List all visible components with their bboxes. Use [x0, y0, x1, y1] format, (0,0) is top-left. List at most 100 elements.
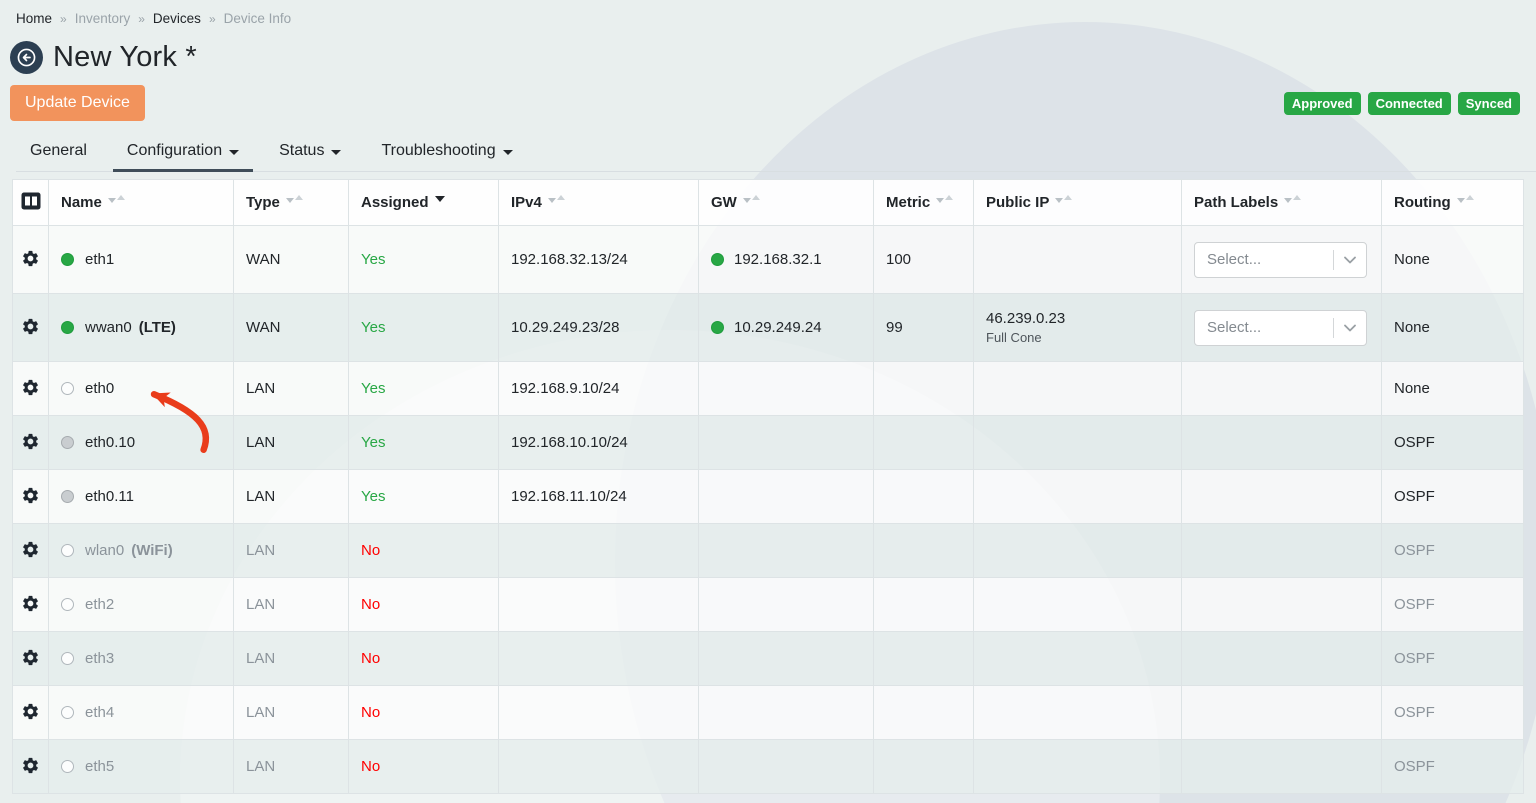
gear-icon[interactable] [19, 646, 43, 670]
select-divider [1333, 249, 1334, 270]
table-row: eth3 LAN No OSPF [12, 631, 1524, 686]
gw-cell: 192.168.32.1 [698, 225, 874, 294]
chevron-down-icon [1334, 256, 1366, 264]
table-row: eth1 WAN Yes 192.168.32.13/24 192.168.32… [12, 225, 1524, 294]
gear-icon[interactable] [19, 430, 43, 454]
gw-cell [698, 361, 874, 416]
header-name[interactable]: Name [48, 179, 234, 226]
interface-status-dot[interactable] [61, 490, 74, 503]
type-cell: LAN [233, 685, 349, 740]
gear-icon[interactable] [19, 592, 43, 616]
gear-icon[interactable] [19, 315, 43, 339]
tab-troubleshooting[interactable]: Troubleshooting [367, 136, 526, 172]
assigned-cell: Yes [348, 415, 499, 470]
routing-cell: None [1381, 293, 1524, 362]
breadcrumb-home[interactable]: Home [16, 11, 53, 26]
tab-general[interactable]: General [16, 136, 101, 172]
gw-cell [698, 631, 874, 686]
interfaces-table: Name Type Assigned IPv4 GW Metric Public… [12, 179, 1524, 794]
header-label: Metric [886, 194, 931, 211]
type-cell: WAN [233, 293, 349, 362]
header-public-ip[interactable]: Public IP [973, 179, 1182, 226]
public-ip-cell [973, 739, 1182, 794]
header-gw[interactable]: GW [698, 179, 874, 226]
table-row: eth0.10 LAN Yes 192.168.10.10/24 OSPF [12, 415, 1524, 470]
chevron-down-icon [1334, 324, 1366, 332]
table-row: eth2 LAN No OSPF [12, 577, 1524, 632]
interface-status-dot[interactable] [61, 253, 74, 266]
sort-icon [1456, 195, 1474, 203]
header-metric[interactable]: Metric [873, 179, 974, 226]
gear-icon[interactable] [19, 700, 43, 724]
metric-cell [873, 577, 974, 632]
header-ipv4[interactable]: IPv4 [498, 179, 699, 226]
gear-icon[interactable] [19, 538, 43, 562]
path-labels-cell [1181, 523, 1382, 578]
interface-name: eth1 [85, 251, 115, 268]
breadcrumb-devices[interactable]: Devices [152, 11, 201, 26]
type-cell: LAN [233, 469, 349, 524]
back-button[interactable] [10, 40, 43, 74]
header-path-labels[interactable]: Path Labels [1181, 179, 1382, 226]
metric-cell [873, 523, 974, 578]
assigned-cell: Yes [348, 361, 499, 416]
metric-cell: 100 [873, 225, 974, 294]
gw-cell [698, 739, 874, 794]
assigned-cell: No [348, 685, 499, 740]
tab-bar: General Configuration Status Troubleshoo… [16, 136, 1536, 172]
routing-cell: OSPF [1381, 577, 1524, 632]
assigned-value: Yes [361, 251, 386, 268]
interface-name: eth0.11 [85, 488, 134, 505]
assigned-value: No [361, 758, 381, 775]
routing-cell: None [1381, 225, 1524, 294]
interface-status-dot[interactable] [61, 652, 74, 665]
gw-cell [698, 577, 874, 632]
path-labels-select[interactable]: Select... [1194, 309, 1367, 346]
assigned-cell: Yes [348, 293, 499, 362]
header-assigned[interactable]: Assigned [348, 179, 499, 226]
interface-status-dot[interactable] [61, 706, 74, 719]
path-labels-cell [1181, 685, 1382, 740]
public-ip-cell: 46.239.0.23 Full Cone [973, 293, 1182, 362]
interface-status-dot[interactable] [61, 321, 74, 334]
interface-status-dot[interactable] [61, 598, 74, 611]
public-ip-cell [973, 685, 1182, 740]
update-device-button[interactable]: Update Device [10, 85, 145, 121]
gear-icon[interactable] [19, 484, 43, 508]
header-label: Assigned [361, 194, 429, 211]
interface-status-dot[interactable] [61, 382, 74, 395]
header-routing[interactable]: Routing [1381, 179, 1524, 226]
path-labels-cell: Select... [1181, 225, 1382, 294]
tab-configuration[interactable]: Configuration [112, 136, 254, 172]
column-picker-header[interactable] [12, 179, 49, 226]
path-labels-cell [1181, 415, 1382, 470]
gear-icon[interactable] [19, 247, 43, 271]
interface-status-dot[interactable] [61, 436, 74, 449]
interface-name: eth4 [85, 704, 115, 721]
columns-icon [21, 192, 40, 209]
ipv4-cell: 10.29.249.23/28 [498, 293, 699, 362]
sort-desc-icon [434, 196, 445, 202]
sort-icon [742, 195, 760, 203]
type-cell: LAN [233, 415, 349, 470]
tab-status[interactable]: Status [265, 136, 355, 172]
assigned-value: No [361, 542, 381, 559]
interface-name: wlan0 [85, 542, 125, 559]
header-label: Name [61, 194, 102, 211]
public-ip-cell [973, 577, 1182, 632]
path-labels-select[interactable]: Select... [1194, 241, 1367, 278]
interface-status-dot[interactable] [61, 760, 74, 773]
public-ip-cell [973, 361, 1182, 416]
ipv4-cell [498, 523, 699, 578]
public-ip-cell [973, 469, 1182, 524]
gear-icon[interactable] [19, 754, 43, 778]
chevron-down-icon [502, 150, 513, 155]
chevron-down-icon [331, 150, 342, 155]
breadcrumb-inventory[interactable]: Inventory [74, 11, 131, 26]
gear-icon[interactable] [19, 376, 43, 400]
header-type[interactable]: Type [233, 179, 349, 226]
interface-status-dot[interactable] [61, 544, 74, 557]
routing-cell: OSPF [1381, 469, 1524, 524]
type-cell: WAN [233, 225, 349, 294]
gw-address: 192.168.32.1 [734, 251, 822, 268]
